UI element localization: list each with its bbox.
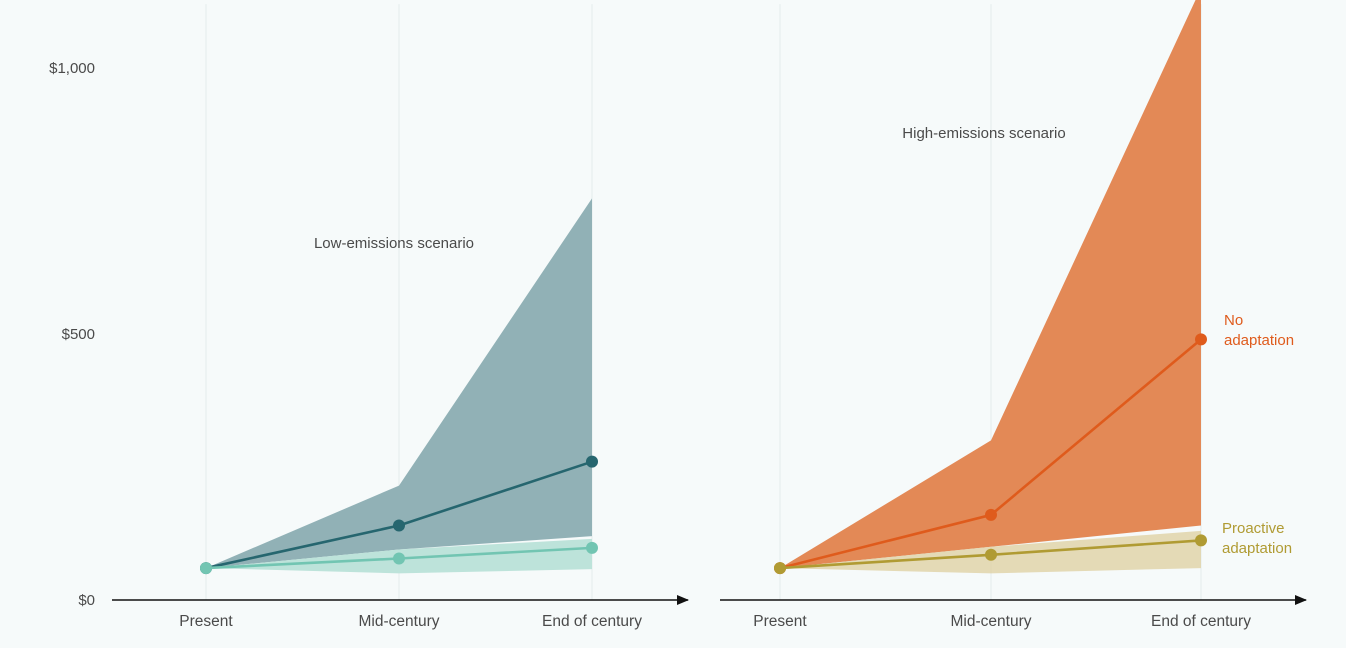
low-emissions-panel: Present Mid-century End of century Low-emis…: [112, 4, 689, 630]
no-adaptation-range-band: [206, 198, 592, 569]
x-tick-label: Present: [179, 613, 233, 630]
proactive-adaptation-point: [200, 562, 212, 575]
no-adaptation-point: [393, 519, 405, 532]
x-tick-label: Present: [753, 613, 807, 630]
no-adaptation-point: [586, 455, 598, 468]
y-tick-label: $1,000: [49, 60, 95, 77]
x-tick-label: Mid-century: [359, 613, 440, 630]
high-emissions-panel: Present Mid-century End of century High-emi…: [720, 0, 1307, 630]
panel-title: Low-emissions scenario: [314, 235, 474, 252]
proactive-adaptation-label: Proactive adaptation: [1222, 520, 1292, 557]
panel-title: High-emissions scenario: [902, 125, 1065, 142]
x-tick-label: End of century: [542, 613, 642, 630]
x-tick-label: End of century: [1151, 613, 1251, 630]
no-adaptation-point: [985, 508, 997, 521]
proactive-adaptation-point: [1195, 534, 1207, 547]
no-adaptation-label: No adaptation: [1224, 312, 1294, 349]
no-adaptation-point: [1195, 333, 1207, 346]
x-tick-label: Mid-century: [951, 613, 1032, 630]
proactive-adaptation-point: [985, 548, 997, 561]
proactive-adaptation-point: [774, 562, 786, 575]
y-tick-label: $500: [62, 326, 95, 343]
proactive-adaptation-point: [586, 541, 598, 554]
y-tick-label: $0: [78, 592, 95, 609]
proactive-adaptation-point: [393, 552, 405, 565]
